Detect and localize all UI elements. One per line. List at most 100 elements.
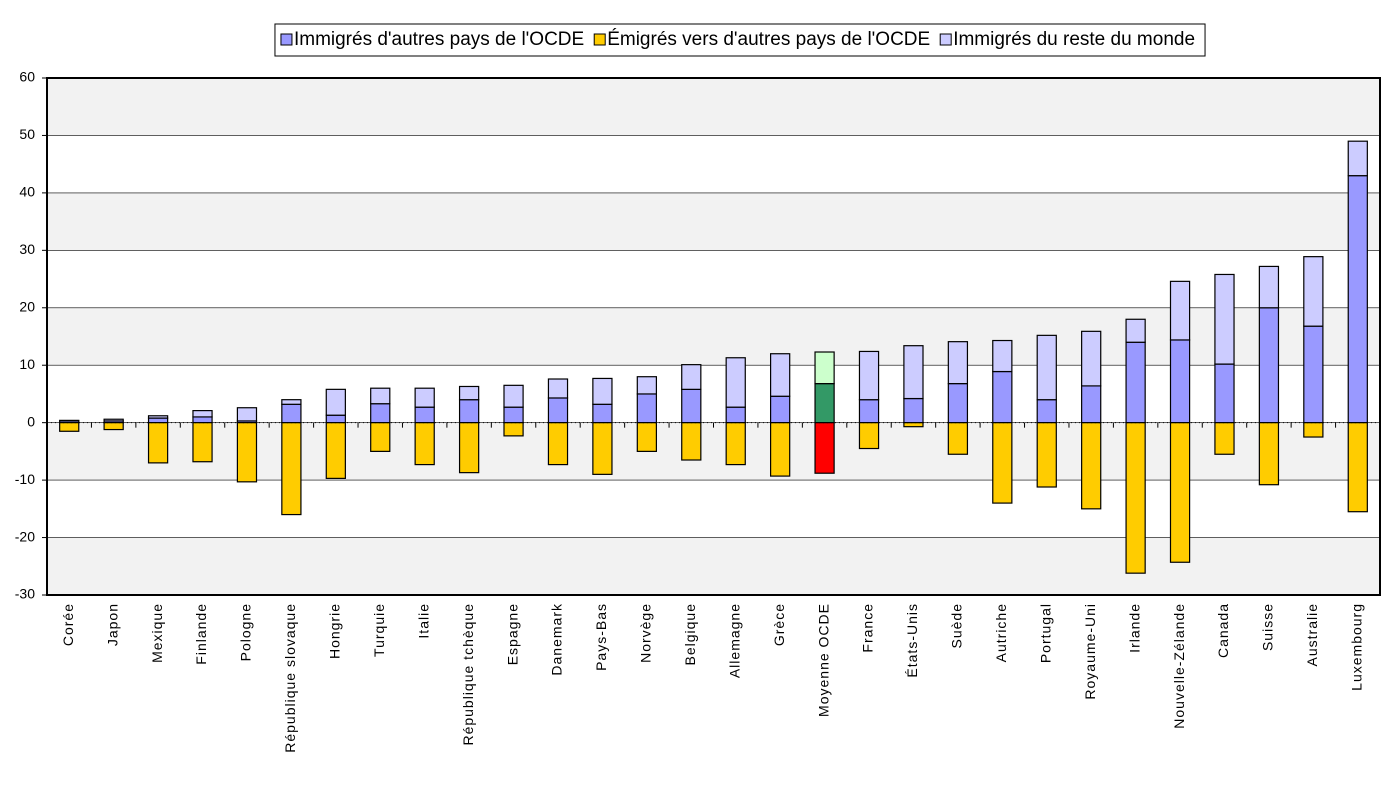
bar [458,385,480,401]
legend-label: Immigrés d'autres pays de l'OCDE [294,29,584,50]
bar [325,414,346,424]
bar [992,370,1013,424]
bar [1125,422,1146,574]
bar [414,387,435,408]
x-tick-label: Irlande [1126,603,1142,653]
y-tick-label: 10 [19,356,35,372]
bar [1125,318,1146,343]
plot-border [46,77,1381,596]
bar [1036,334,1057,401]
bar [858,422,880,450]
bar [370,422,391,452]
grid-band [47,307,1380,366]
bar [1169,339,1191,424]
legend-swatch [939,33,952,46]
bar [503,406,524,424]
bar [636,376,658,395]
x-tick-label: Grèce [771,603,787,646]
bar [947,383,969,424]
y-tick-label: 60 [19,69,35,85]
bar [1169,422,1191,563]
x-tick-label: Mexique [149,603,165,663]
bar [903,422,924,428]
bar [192,422,213,463]
bar [370,403,391,424]
bar [769,395,791,424]
legend-swatch [280,33,293,46]
x-tick-label: Australie [1304,603,1320,666]
bar [947,422,969,455]
x-tick-label: Portugal [1037,603,1053,663]
bar [370,387,391,405]
bar [814,383,835,424]
bar [725,422,746,466]
x-tick-label: Italie [415,603,431,639]
x-tick-label: Allemagne [726,603,742,678]
x-tick-label: Danemark [549,603,565,676]
x-tick-label: Nouvelle-Zélande [1171,603,1187,729]
grid-band [47,422,1380,481]
bar [59,419,80,422]
grid-band [47,78,1380,136]
legend: Immigrés d'autres pays de l'OCDE Émigrés … [274,23,1206,57]
bar [1081,385,1102,424]
bar [814,351,835,385]
y-tick-label: 40 [19,184,35,200]
bar [636,422,658,452]
bar [103,418,124,422]
bar [147,422,169,464]
bar [147,417,169,424]
bar [1081,330,1102,387]
bar [1303,256,1324,327]
y-tick-label: 20 [19,298,35,314]
bar [814,422,835,474]
bar [681,364,702,390]
bar [103,422,124,431]
bar [503,422,524,437]
bar [1169,280,1191,341]
bar [281,422,302,516]
legend-label: Immigrés du reste du monde [953,29,1195,50]
bar [147,415,169,419]
grid-band [47,537,1380,595]
x-tick-label: États-Unis [904,603,920,678]
bar [1347,422,1368,513]
x-tick-label: Espagne [504,603,520,665]
y-tick-label: -30 [15,586,35,602]
y-tick-label: -10 [15,471,35,487]
x-tick-label: Corée [60,603,76,646]
x-tick-label: Autriche [993,603,1009,662]
bar [325,388,346,416]
bar [903,397,924,424]
y-tick-label: 50 [19,126,35,142]
grid-band [47,192,1380,251]
x-tick-label: France [860,603,876,653]
bar [281,403,302,424]
x-tick-label: Japon [104,603,120,646]
x-tick-label: Moyenne OCDE [815,603,831,717]
bar [547,422,569,466]
bar [1125,341,1146,424]
legend-box [274,23,1206,57]
bar [592,377,613,405]
bar [414,422,435,466]
bar [1258,307,1280,424]
bar [1258,265,1280,309]
x-tick-label: République tchèque [460,603,476,746]
x-tick-label: Pays-Bas [593,603,609,671]
bar [1258,422,1280,486]
y-tick-label: 30 [19,241,35,257]
bar [547,378,569,399]
y-tick-label: -20 [15,528,35,544]
bar [458,399,480,424]
x-tick-label: Norvège [638,603,654,663]
y-tick-label: 0 [27,413,35,429]
bar [725,406,746,424]
x-tick-label: Suisse [1260,603,1276,651]
bar [636,393,658,424]
bar [236,407,258,422]
bar [947,341,969,385]
bar [1214,273,1235,365]
bar [1036,399,1057,424]
legend-label: Émigrés vers d'autres pays de l'OCDE [607,29,930,50]
